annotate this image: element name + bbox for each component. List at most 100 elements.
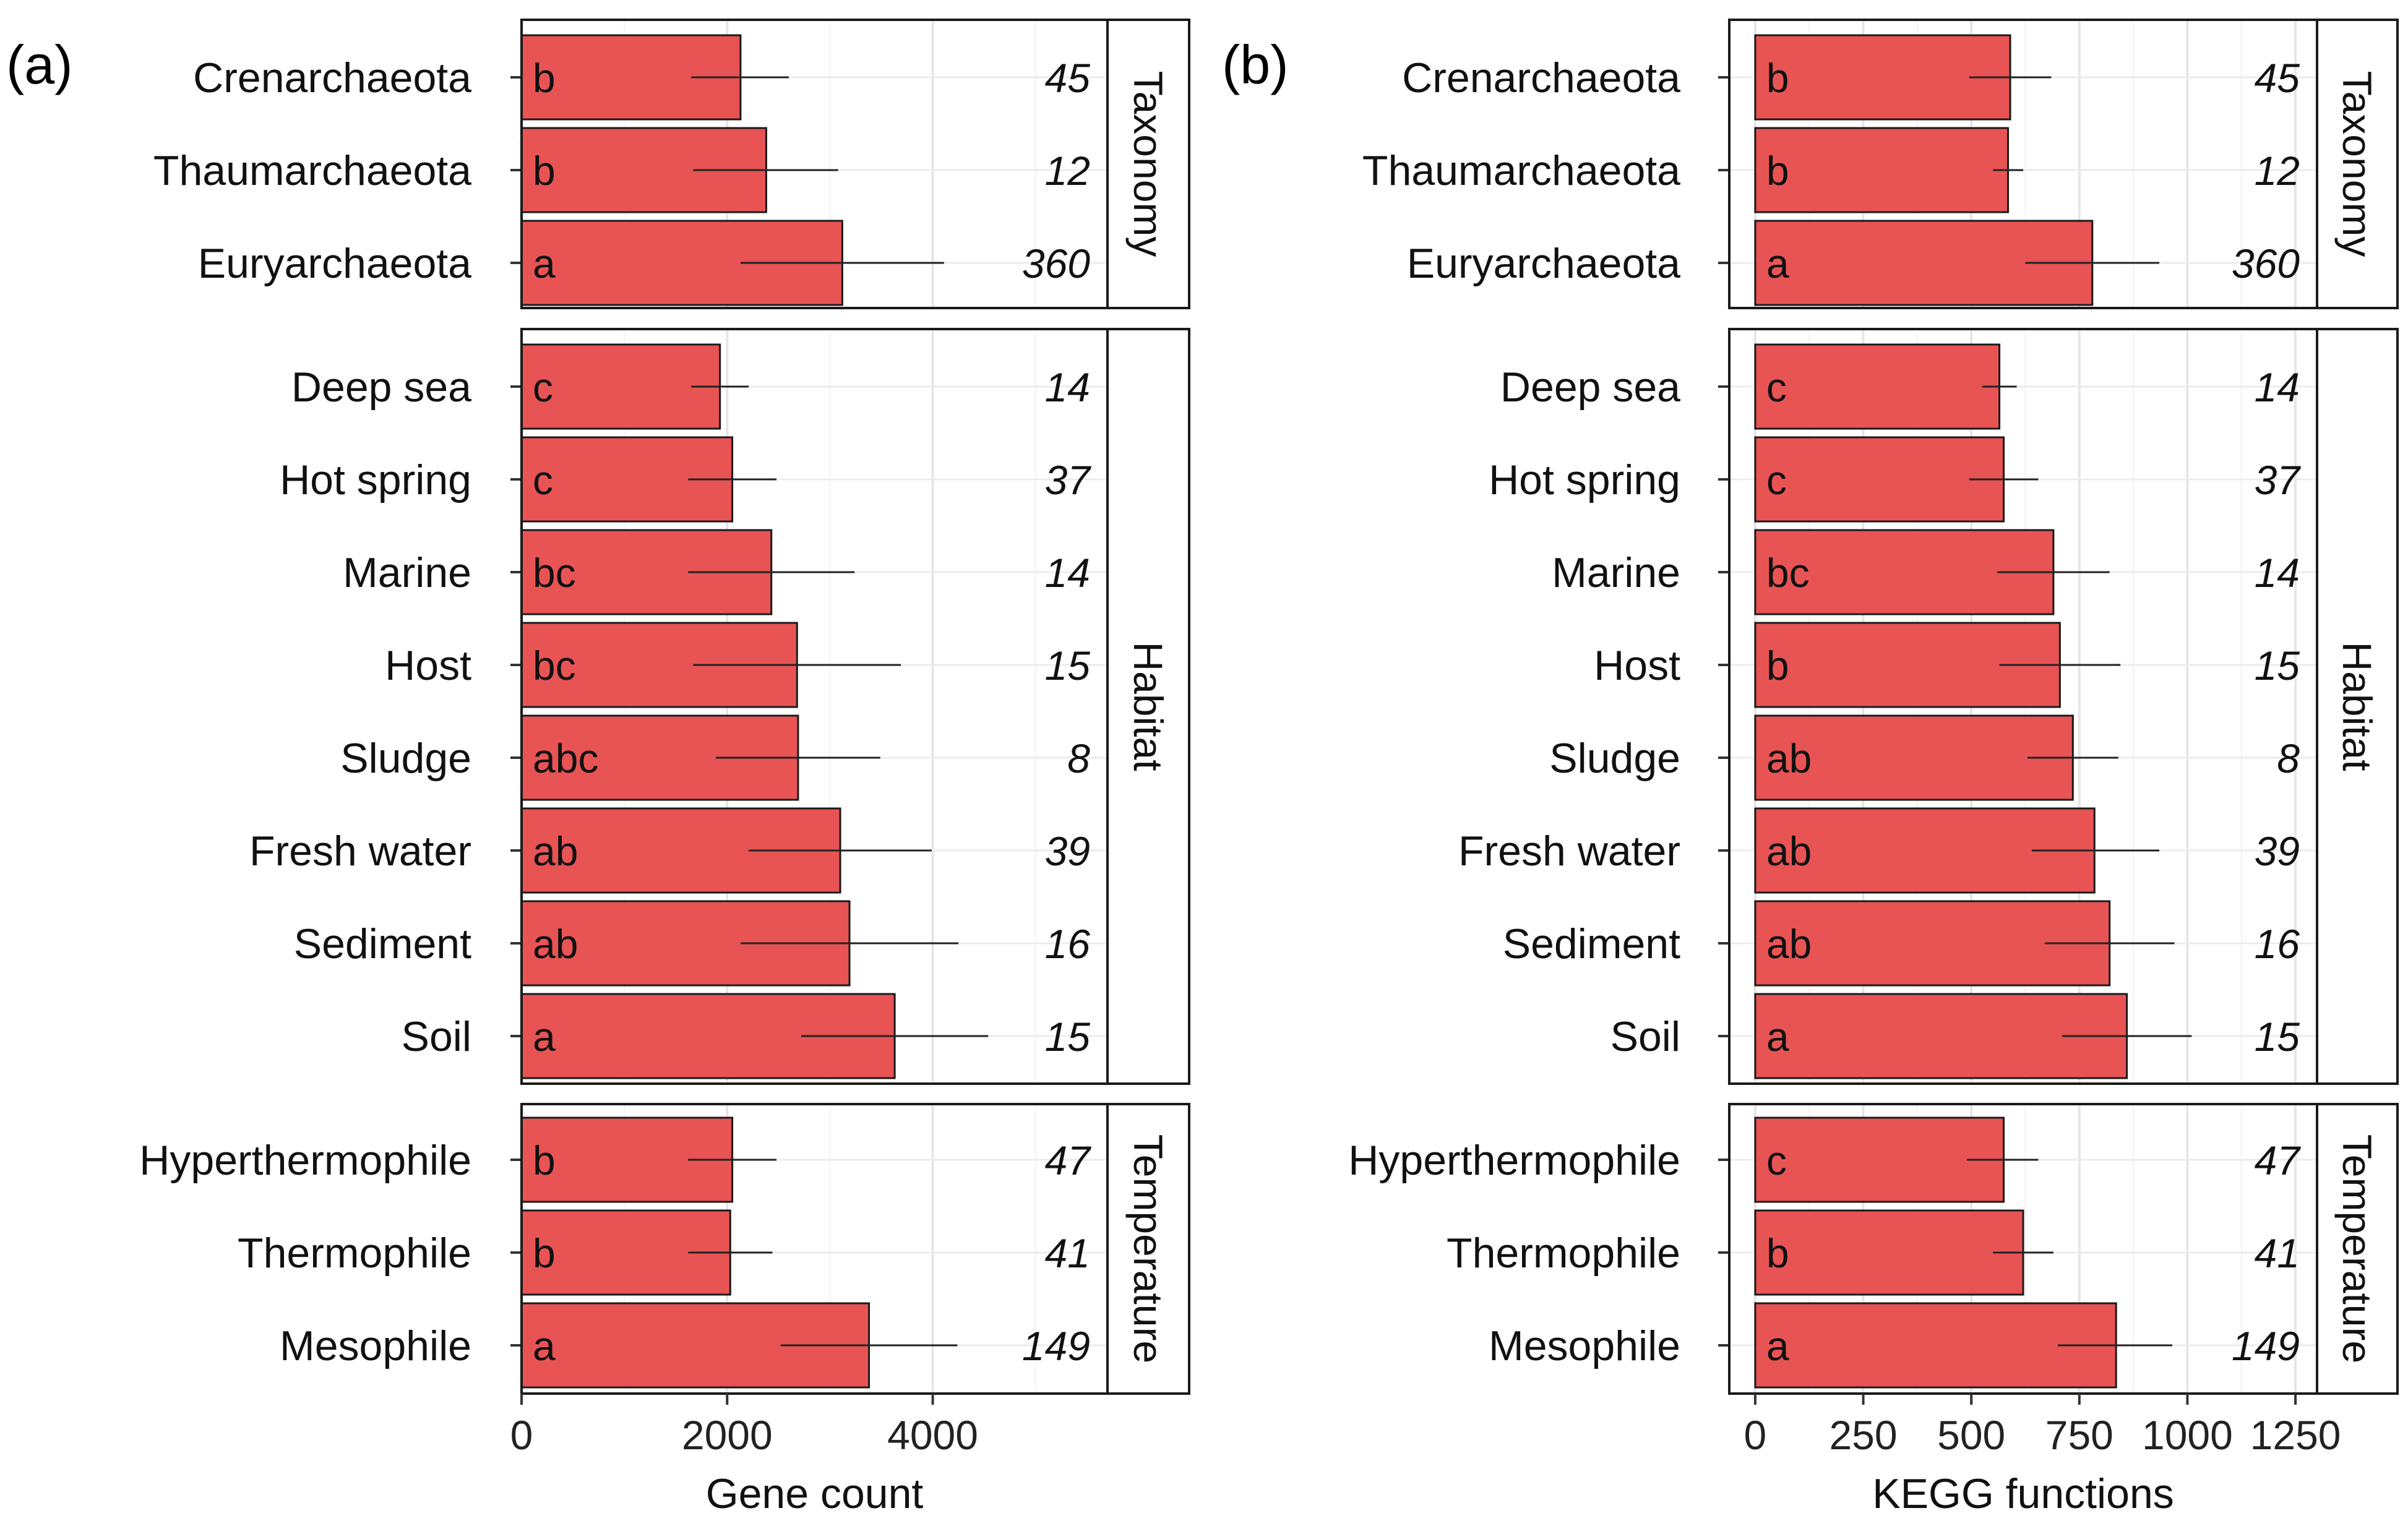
category-label: Hyperthermophile: [139, 1137, 471, 1184]
significance-label: ab: [533, 921, 578, 967]
significance-label: bc: [533, 643, 576, 688]
sample-size-label: 15: [2255, 643, 2300, 688]
significance-label: ab: [1766, 921, 1812, 967]
sample-size-label: 14: [1045, 364, 1090, 410]
bar: [1754, 1302, 2117, 1389]
significance-label: abc: [533, 735, 598, 781]
category-label: Thaumarchaeota: [153, 147, 471, 194]
sample-size-label: 39: [1045, 828, 1090, 874]
category-label: Soil: [402, 1013, 471, 1060]
bar: [1754, 127, 2010, 213]
facet-strip: [1106, 19, 1190, 309]
facet-temperature: b 47 Hyperthermophile b 41 Thermophile a 149 Mes…: [139, 1103, 1190, 1395]
significance-label: b: [533, 1138, 556, 1183]
category-label: Fresh water: [1458, 828, 1680, 875]
x-tick-label: 1000: [2142, 1412, 2233, 1458]
facet-strip-label: Habitat: [2334, 641, 2380, 771]
category-label: Host: [385, 642, 471, 689]
facet-strip: [2316, 1103, 2399, 1395]
significance-label: a: [1766, 241, 1789, 286]
category-label: Fresh water: [249, 828, 471, 875]
sample-size-label: 15: [1045, 643, 1091, 688]
facet-temperature: c 47 Hyperthermophile b 41 Thermophile a 149 Mes…: [1348, 1103, 2399, 1395]
category-label: Soil: [1610, 1013, 1680, 1060]
category-label: Deep sea: [291, 364, 471, 411]
sample-size-label: 8: [2277, 735, 2300, 781]
facet-strip-label: Habitat: [1125, 641, 1171, 771]
sample-size-label: 37: [2255, 457, 2302, 503]
x-tick-label: 0: [1744, 1412, 1767, 1458]
sample-size-label: 45: [1045, 55, 1091, 101]
category-label: Sediment: [294, 920, 471, 967]
facet-habitat: c 14 Deep sea c 37 Hot spring bc 14 Marine b 15 Hos…: [1458, 328, 2399, 1085]
facet-strip: [2316, 19, 2399, 309]
sample-size-label: 37: [1045, 457, 1092, 503]
bar: [1754, 34, 2011, 121]
x-axis-title: KEGG functions: [1872, 1470, 2174, 1517]
bar: [1754, 1116, 2005, 1203]
significance-label: a: [533, 241, 556, 286]
facet-strip: [2316, 328, 2399, 1085]
significance-label: a: [533, 1323, 556, 1369]
facet-taxonomy: b 45 Crenarchaeota b 12 Thaumarchaeota a 360 Eur…: [1362, 19, 2399, 309]
sample-size-label: 16: [1045, 921, 1091, 967]
x-tick-label: 500: [1937, 1412, 2005, 1458]
sample-size-label: 12: [1045, 148, 1090, 194]
panel-label: (a): [6, 34, 73, 95]
sample-size-label: 14: [1045, 550, 1090, 596]
category-label: Thaumarchaeota: [1362, 147, 1680, 194]
significance-label: ab: [533, 828, 578, 874]
significance-label: bc: [1766, 550, 1810, 596]
significance-label: a: [1766, 1014, 1789, 1060]
category-label: Deep sea: [1500, 364, 1680, 411]
sample-size-label: 15: [1045, 1014, 1091, 1060]
category-label: Marine: [343, 549, 471, 596]
significance-label: b: [1766, 643, 1789, 688]
sample-size-label: 360: [2232, 241, 2300, 286]
facet-strip-label: Taxonomy: [2334, 71, 2380, 257]
sample-size-label: 149: [1022, 1323, 1090, 1369]
sample-size-label: 14: [2255, 364, 2300, 410]
category-label: Hot spring: [280, 456, 471, 503]
sample-size-label: 8: [1067, 735, 1090, 781]
panel-b: (b) b 45 Crenarchaeota b 12 Thaumarchaeota a 360…: [1222, 19, 2399, 1517]
facet-strip: [1106, 1103, 1190, 1395]
sample-size-label: 47: [1045, 1138, 1092, 1183]
x-tick-label: 750: [2045, 1412, 2113, 1458]
sample-size-label: 14: [2255, 550, 2300, 596]
facet-habitat: c 14 Deep sea c 37 Hot spring bc 14 Marine bc 15 Ho…: [249, 328, 1190, 1085]
category-label: Mesophile: [1489, 1322, 1680, 1369]
category-label: Euryarchaeota: [198, 240, 471, 287]
bar: [1754, 714, 2074, 801]
panel-a: (a) b 45 Crenarchaeota b 12 Thaumarchaeota a 360…: [6, 19, 1190, 1517]
bar: [1754, 436, 2005, 523]
facet-strip: [1106, 328, 1190, 1085]
category-label: Thermophile: [1447, 1230, 1680, 1277]
category-label: Sludge: [1549, 735, 1680, 782]
significance-label: c: [1766, 457, 1787, 503]
panel-label: (b): [1222, 34, 1289, 95]
category-label: Marine: [1552, 549, 1680, 596]
category-label: Host: [1594, 642, 1680, 689]
category-label: Sludge: [340, 735, 471, 782]
significance-label: b: [1766, 148, 1789, 194]
sample-size-label: 15: [2255, 1014, 2300, 1060]
significance-label: a: [1766, 1323, 1789, 1369]
sample-size-label: 45: [2255, 55, 2300, 101]
sample-size-label: 41: [2255, 1230, 2300, 1276]
facet-taxonomy: b 45 Crenarchaeota b 12 Thaumarchaeota a 360 Eur…: [153, 19, 1190, 309]
significance-label: c: [533, 457, 553, 503]
bar: [1754, 343, 2001, 430]
x-tick-label: 1250: [2250, 1412, 2341, 1458]
category-label: Hyperthermophile: [1348, 1137, 1680, 1184]
significance-label: c: [533, 364, 553, 410]
facet-strip-label: Taxonomy: [1125, 71, 1171, 257]
significance-label: b: [533, 55, 556, 101]
x-tick-label: 0: [510, 1412, 533, 1458]
facet-strip-label: Temperature: [2334, 1134, 2380, 1364]
sample-size-label: 47: [2255, 1138, 2302, 1183]
sample-size-label: 360: [1022, 241, 1090, 286]
category-label: Euryarchaeota: [1407, 240, 1680, 287]
bar: [1754, 1209, 2024, 1296]
